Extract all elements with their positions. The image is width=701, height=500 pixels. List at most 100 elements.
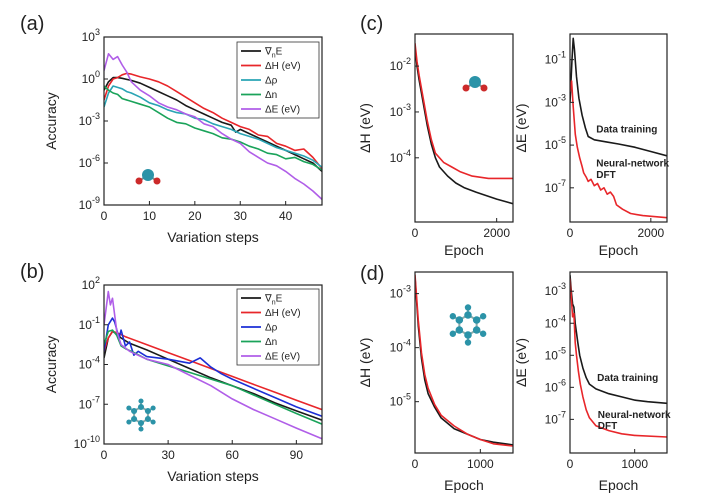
series-line-red [104,72,322,170]
x-axis-label: Epoch [444,242,484,258]
series-group [570,275,667,438]
y-tick-label: 10-4 [545,313,566,330]
x-tick-label: 40 [279,209,293,223]
x-tick-label: 0 [567,457,574,471]
y-tick-label: 10-3 [390,102,411,119]
series-line-red [570,278,667,438]
hydrogen-atom [462,84,470,92]
hydrogen-atom [480,84,488,92]
panel-d1: 0 1000 10-3 10-4 10-5 Epoch ΔH (eV) (d) [357,263,514,493]
y-tick-label: 10-7 [545,178,566,195]
legend-entry: ∇nE [264,47,283,60]
series-line-red [570,80,667,219]
y-tick-label: 10-3 [545,92,566,109]
y-axis-label: ΔE (eV) [513,103,529,152]
legend-entry: ΔH (eV) [265,61,301,72]
annotation-label: DFT [596,170,615,181]
x-tick-label: 0 [412,457,419,471]
legend-entry: ΔE (eV) [265,105,300,116]
substituent-atom [479,330,487,337]
y-axis-label: ΔH (eV) [357,338,373,388]
legend-entry: ΔE (eV) [265,352,300,363]
series-group [570,37,667,219]
x-tick-label: 20 [188,209,202,223]
series-line-black [415,47,513,205]
carbon-atom [144,415,151,423]
legend-entry: Δρ [265,76,278,87]
x-tick-label: 30 [234,209,248,223]
y-tick-label: 10-3 [79,111,100,128]
y-axis-label: Accuracy [43,336,59,394]
series-line-violet [104,53,322,200]
series-line-black [570,275,667,405]
substituent-atom [449,330,457,337]
carbon-atom [455,326,464,334]
x-tick-label: 90 [290,448,304,462]
y-tick-label: 10-4 [79,355,100,372]
y-tick-label: 10-5 [545,345,566,362]
panel-b: 0 30 60 90 102 10-1 10-4 10-7 10-10 Variation ste… [20,261,323,484]
y-tick-label: 10-3 [545,281,566,298]
annotation-label: Data training [596,124,657,135]
y-tick-label: 10-4 [390,148,411,165]
x-tick-label: 10 [143,209,157,223]
series-group [415,274,513,447]
x-tick-label: 30 [161,448,175,462]
y-tick-label: 10-5 [545,135,566,152]
x-tick-label: 60 [226,448,240,462]
legend-entry: Δρ [265,323,278,334]
y-tick-label: 10-7 [79,394,100,411]
carbon-atom [137,403,145,411]
substituent-atom [126,419,132,425]
y-tick-label: 10-6 [79,153,100,170]
x-tick-label: 0 [567,226,574,240]
substituent-atom [449,313,457,320]
molecule-illustration [135,169,161,185]
x-tick-label: 1000 [621,457,648,471]
molecule-illustration [126,398,156,432]
carbon-atom [472,316,481,324]
series-group [104,290,322,440]
plot-frame [569,33,668,223]
legend-entry: ∇nE [264,294,283,307]
panel-label: (c) [360,13,383,35]
carbon-atom [464,311,472,319]
panel-d2: 0 1000 10-3 10-4 10-5 10-6 10-7 Epoch ΔE (eV) Dat… [513,271,671,493]
x-tick-label: 2000 [483,226,510,240]
panel-label: (d) [360,263,384,285]
y-axis-label: ΔH (eV) [357,103,373,153]
substituent-atom [464,304,472,311]
x-tick-label: 2000 [637,226,664,240]
x-axis-label: Epoch [599,477,639,493]
substituent-atom [150,405,156,411]
y-axis-label: Accuracy [43,92,59,150]
hydrogen-atom [135,177,143,185]
y-tick-label: 10-7 [545,409,566,426]
panel-label: (b) [20,261,44,283]
annotation-label: Neural-network [598,410,671,421]
y-axis-label: ΔE (eV) [513,338,529,387]
y-tick-label: 10-9 [79,195,100,212]
oxygen-atom [142,169,154,181]
y-tick-label: 10-4 [390,338,411,355]
substituent-atom [138,426,144,432]
x-axis-label: Epoch [599,242,639,258]
y-tick-label: 103 [82,27,100,44]
molecule-illustration [449,304,487,346]
substituent-atom [138,398,144,404]
x-axis-label: Epoch [444,477,484,493]
carbon-atom [131,415,138,423]
oxygen-atom [469,76,481,88]
annotation-label: DFT [598,421,617,432]
carbon-atom [455,316,464,324]
legend-entry: Δn [265,337,277,348]
plot-frame [414,33,514,223]
y-tick-label: 100 [82,69,100,86]
legend-entry: ΔH (eV) [265,308,301,319]
molecule-illustration [462,76,488,92]
x-tick-label: 0 [101,209,108,223]
y-tick-label: 10-1 [545,50,566,67]
y-tick-label: 10-6 [545,377,566,394]
